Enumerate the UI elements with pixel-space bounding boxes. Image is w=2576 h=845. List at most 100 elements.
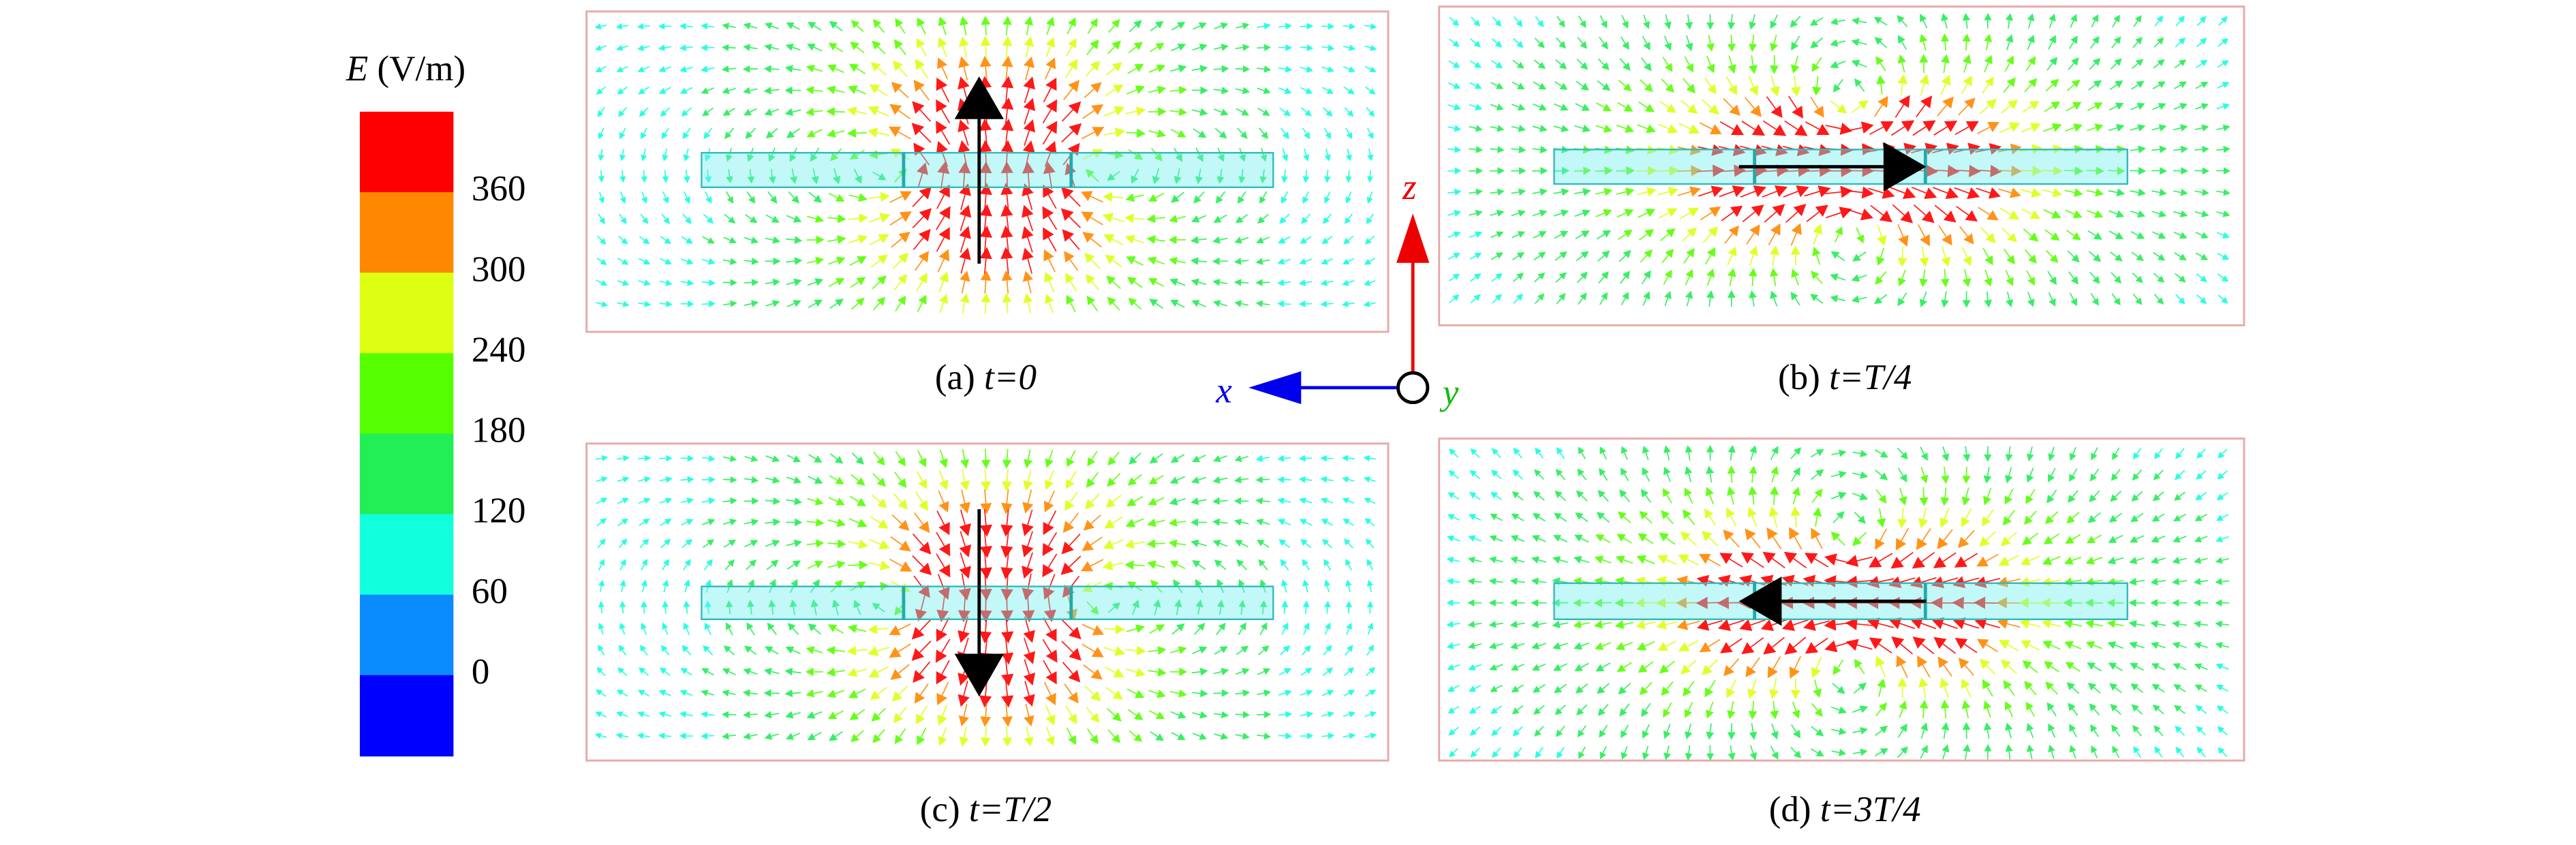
field-arrow <box>1024 36 1034 58</box>
field-arrow <box>2152 81 2166 90</box>
field-arrow <box>1124 539 1145 549</box>
field-arrow <box>1791 467 1800 482</box>
field-arrow <box>743 300 759 307</box>
field-arrow <box>1874 37 1888 48</box>
field-arrow <box>826 645 845 655</box>
field-arrow <box>768 168 776 184</box>
field-arrow <box>805 667 823 677</box>
field-arrow <box>1277 497 1291 505</box>
field-arrow <box>1447 492 1460 500</box>
field-arrow <box>1942 744 1950 760</box>
field-arrow <box>1066 38 1077 57</box>
field-arrow <box>1343 87 1355 95</box>
field-arrow <box>872 40 886 55</box>
field-arrow <box>1642 35 1651 50</box>
field-arrow <box>1257 668 1271 675</box>
field-arrow <box>2152 704 2164 715</box>
field-arrow <box>2063 598 2083 608</box>
field-arrow <box>1769 245 1780 266</box>
field-arrow <box>2174 252 2187 261</box>
field-arrow <box>1045 449 1054 468</box>
field-arrow <box>912 208 932 229</box>
field-arrow <box>1742 204 1764 223</box>
field-arrow <box>1255 519 1270 526</box>
field-arrow <box>1191 539 1207 548</box>
field-arrow <box>1103 191 1124 202</box>
field-arrow <box>1532 209 1548 217</box>
field-arrow <box>1638 533 1654 544</box>
field-arrow <box>1811 703 1823 717</box>
field-arrow <box>746 191 756 204</box>
field-arrow <box>1509 599 1525 607</box>
field-arrow <box>1042 532 1058 557</box>
field-arrow <box>1467 621 1482 628</box>
field-arrow <box>1574 642 1590 650</box>
field-arrow <box>872 19 885 33</box>
field-arrow <box>1533 103 1547 111</box>
field-arrow <box>2175 273 2186 283</box>
field-arrow <box>1022 489 1034 514</box>
field-arrow <box>2132 448 2142 460</box>
field-arrow <box>1575 230 1590 239</box>
field-arrow <box>702 645 714 656</box>
field-arrow <box>1042 99 1058 123</box>
field-arrow <box>617 667 628 677</box>
field-arrow <box>936 206 951 230</box>
field-arrow <box>1065 273 1077 292</box>
field-arrow <box>868 646 889 656</box>
field-arrow <box>1939 508 1950 528</box>
field-arrow <box>786 257 803 265</box>
field-arrow <box>1638 209 1656 218</box>
field-arrow <box>2172 641 2187 649</box>
field-arrow <box>1834 226 1843 243</box>
field-arrow <box>2175 294 2186 305</box>
field-arrow <box>1620 36 1629 50</box>
field-arrow <box>1659 101 1676 113</box>
field-arrow <box>2025 489 2036 504</box>
field-arrow <box>2087 230 2102 240</box>
field-arrow <box>893 274 908 291</box>
field-arrow <box>1191 86 1208 95</box>
field-arrow <box>1997 618 2021 629</box>
field-arrow <box>1552 620 1569 629</box>
field-arrow <box>1257 44 1272 51</box>
field-arrow <box>703 213 714 224</box>
field-arrow <box>2041 619 2061 629</box>
field-arrow <box>638 258 651 264</box>
field-arrow <box>1298 279 1313 286</box>
field-arrow <box>1683 680 1695 697</box>
field-arrow <box>1469 726 1481 736</box>
field-arrow <box>2090 292 2099 306</box>
panel-time: t=3T/4 <box>1820 790 1921 829</box>
field-arrow <box>1001 55 1013 81</box>
field-arrow <box>765 236 781 244</box>
field-arrow <box>1146 235 1165 245</box>
field-arrow <box>827 518 846 527</box>
field-arrow <box>1830 39 1846 47</box>
z-arrowhead <box>1396 213 1430 263</box>
field-arrow <box>1659 228 1676 242</box>
field-arrow <box>1192 455 1206 463</box>
field-arrow <box>2132 37 2143 48</box>
field-arrow <box>937 249 950 273</box>
field-arrow <box>1490 82 1504 89</box>
field-arrow <box>1022 594 1035 622</box>
field-arrow <box>916 471 927 489</box>
field-arrow <box>1638 661 1654 673</box>
field-arrow <box>2173 167 2188 175</box>
field-arrow <box>2002 228 2017 243</box>
field-arrow <box>1213 87 1229 95</box>
field-arrow <box>1890 187 1916 199</box>
field-arrow <box>1000 247 1013 275</box>
field-arrow <box>1061 187 1081 207</box>
field-arrow <box>1763 636 1785 655</box>
field-arrow <box>1984 446 1992 462</box>
field-arrow <box>829 475 844 485</box>
field-arrow <box>722 668 736 675</box>
field-arrow <box>1277 519 1291 525</box>
field-arrow <box>959 204 972 232</box>
field-arrow <box>641 579 648 592</box>
field-arrow <box>1321 711 1335 718</box>
field-arrow <box>1281 579 1288 593</box>
field-arrow <box>1554 59 1567 70</box>
